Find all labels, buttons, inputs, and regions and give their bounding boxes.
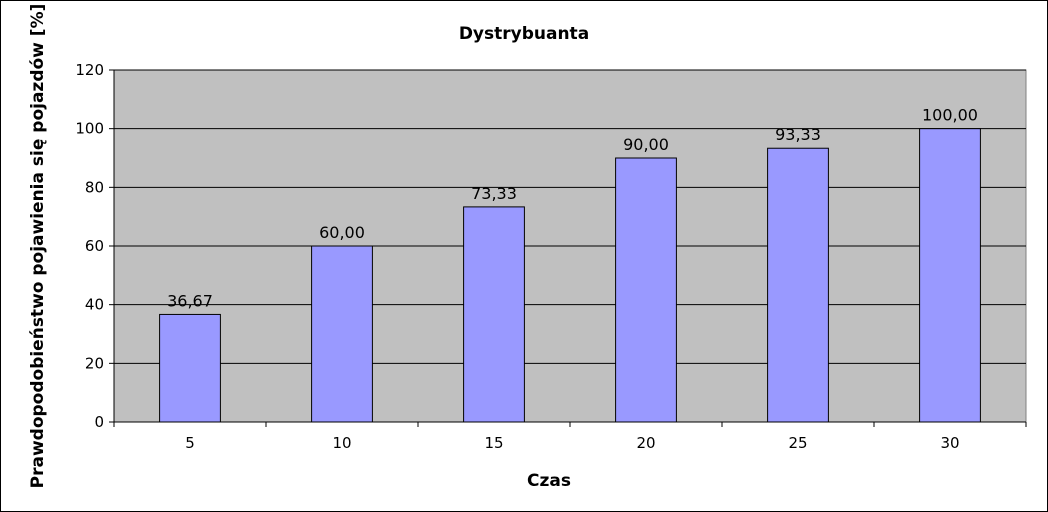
y-tick-label: 20	[85, 354, 104, 372]
y-axis: 0 20 40 60 80 100 120	[75, 61, 115, 431]
data-label: 100,00	[922, 106, 978, 125]
y-tick-label: 100	[75, 120, 104, 138]
x-tick-label: 10	[332, 434, 351, 452]
gridlines	[114, 69, 1026, 364]
bar-10	[311, 245, 373, 423]
x-tick-label: 20	[636, 434, 655, 452]
y-tick-label: 80	[85, 178, 104, 196]
chart-title: Dystrybuanta	[459, 24, 589, 44]
y-axis-title: Prawdopodobieństwo pojawienia się pojazd…	[28, 4, 48, 489]
x-axis: 5 10 15 20 25 30	[113, 421, 1027, 452]
data-label: 90,00	[623, 135, 669, 154]
data-label: 60,00	[319, 223, 365, 242]
x-axis-title: Czas	[527, 471, 571, 491]
x-tick-label: 5	[185, 434, 195, 452]
y-tick-label: 0	[94, 413, 104, 431]
y-tick-label: 60	[85, 237, 104, 255]
bars	[159, 128, 981, 423]
bar-5	[159, 313, 221, 423]
x-tick-label: 25	[788, 434, 807, 452]
data-label: 93,33	[775, 125, 821, 144]
x-tick-label: 15	[484, 434, 503, 452]
y-tick-label: 120	[75, 61, 104, 79]
data-labels: 36,67 60,00 73,33 90,00 93,33 100,00	[167, 106, 978, 311]
bar-25	[767, 147, 829, 423]
bar-30	[919, 128, 981, 423]
y-tick-label: 40	[85, 296, 104, 314]
bar-15	[463, 206, 525, 423]
bar-20	[615, 157, 677, 423]
data-label: 73,33	[471, 184, 517, 203]
x-tick-label: 30	[940, 434, 959, 452]
data-label: 36,67	[167, 291, 213, 310]
